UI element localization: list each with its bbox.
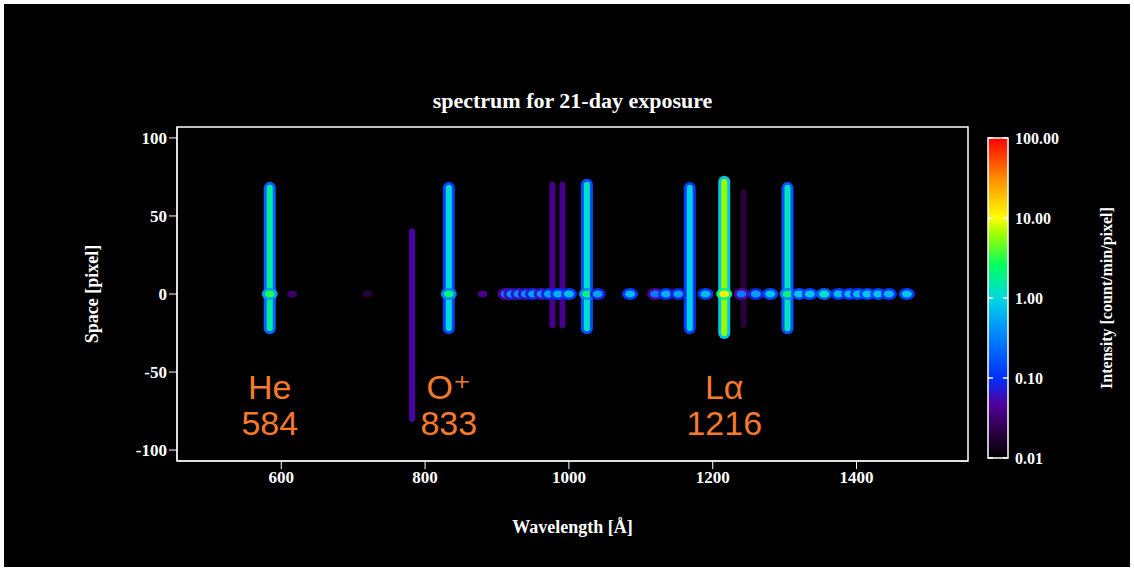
svg-text:0.10: 0.10: [1015, 370, 1043, 387]
html-text:Space [pixel]: Space [pixel]: [81, 244, 102, 344]
svg-text:-100: -100: [136, 441, 167, 460]
svg-text:10.00: 10.00: [1015, 210, 1051, 227]
svg-text:600: 600: [269, 468, 295, 487]
svg-text:1.00: 1.00: [1015, 290, 1043, 307]
svg-text:0.01: 0.01: [1015, 450, 1043, 467]
svg-text:Lα1216: Lα1216: [686, 368, 762, 442]
svg-text:-50: -50: [144, 363, 167, 382]
svg-text:1000: 1000: [552, 468, 586, 487]
svg-text:Wavelength [Å]: Wavelength [Å]: [512, 517, 633, 537]
svg-text:50: 50: [150, 207, 167, 226]
svg-text:1200: 1200: [696, 468, 730, 487]
svg-text:O⁺833: O⁺833: [420, 368, 477, 442]
svg-text:Intensity [count/min/pixel]: Intensity [count/min/pixel]: [1098, 207, 1116, 389]
html-text:spectrum for 21-day exposure: spectrum for 21-day exposure: [432, 88, 713, 113]
svg-text:0: 0: [159, 285, 168, 304]
svg-text:1400: 1400: [840, 468, 874, 487]
svg-text:100.00: 100.00: [1015, 130, 1059, 147]
svg-text:100: 100: [142, 129, 168, 148]
svg-text:800: 800: [412, 468, 438, 487]
svg-text:He584: He584: [241, 368, 298, 442]
